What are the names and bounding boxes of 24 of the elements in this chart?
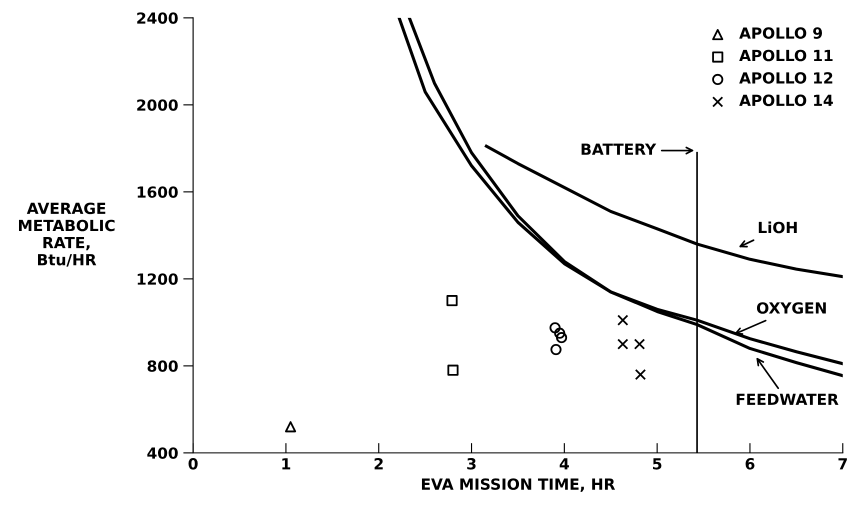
x-tick-label: 0 (188, 458, 198, 470)
y-axis-title: AVERAGE METABOLIC RATE, Btu/HR (18, 202, 115, 267)
legend-label: APOLLO 11 (739, 50, 833, 62)
x-tick-label: 7 (838, 458, 847, 470)
ref-line-label: BATTERY (582, 144, 656, 155)
series-label: OXYGEN (756, 302, 826, 314)
legend-label: APOLLO 14 (739, 94, 833, 106)
series-label: LiOH (758, 221, 797, 234)
x-tick-label: 2 (374, 458, 383, 470)
x-tick-label: 1 (282, 458, 290, 470)
y-tick-label: 2000 (137, 99, 178, 111)
y-tick-label: 800 (148, 360, 178, 372)
legend-label: APOLLO 9 (739, 27, 822, 39)
x-tick-label: 4 (560, 458, 569, 470)
x-tick-label: 5 (653, 458, 662, 470)
x-tick-label: 3 (467, 458, 476, 470)
y-tick-label: 2400 (137, 12, 178, 24)
x-axis-title: EVA MISSION TIME, HR (422, 478, 616, 492)
y-tick-label: 400 (147, 447, 178, 459)
y-tick-label: 1200 (138, 273, 178, 285)
legend-label: APOLLO 12 (739, 72, 832, 84)
x-tick-label: 6 (746, 458, 754, 470)
series-label: FEEDWATER (736, 394, 838, 405)
y-tick-label: 1600 (138, 186, 178, 198)
